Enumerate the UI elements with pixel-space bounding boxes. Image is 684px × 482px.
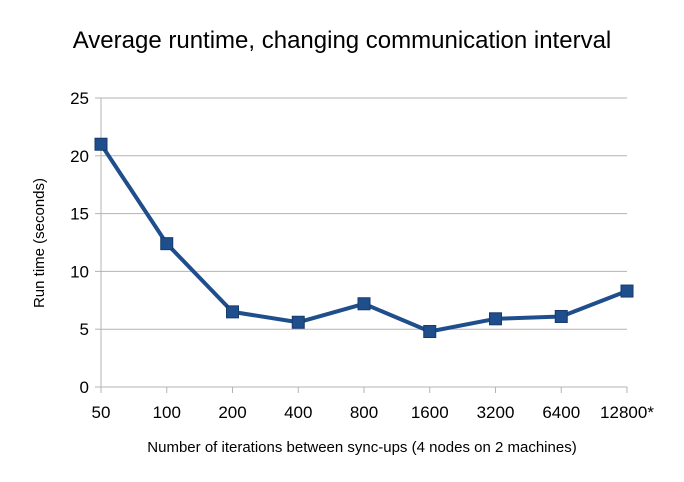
- data-point-marker: [226, 305, 239, 319]
- y-tick-label: 15: [70, 205, 89, 224]
- x-axis-label: Number of iterations between sync-ups (4…: [147, 439, 576, 456]
- y-tick-label: 5: [80, 320, 89, 339]
- y-tick-label: 20: [70, 147, 89, 166]
- x-tick-label: 6400: [542, 403, 580, 422]
- data-point-marker: [291, 315, 305, 329]
- y-tick-label: 0: [80, 378, 89, 397]
- y-tick-labels: 0 5 10 15 20 25: [70, 89, 89, 397]
- x-tick-label: 400: [284, 403, 312, 422]
- data-point-marker: [160, 237, 174, 251]
- x-tick-label: 100: [153, 403, 181, 422]
- x-tick-label: 1600: [411, 403, 449, 422]
- y-tick-label: 10: [70, 262, 89, 281]
- x-tick-label: 3200: [477, 403, 515, 422]
- y-tick-label: 25: [70, 89, 89, 108]
- x-tick-label: 50: [92, 403, 111, 422]
- x-tick-label: 12800*: [600, 403, 654, 422]
- data-point-marker: [423, 325, 437, 339]
- data-point-marker: [489, 312, 502, 326]
- x-tick-labels: 50 100 200 400 800 1600 3200 6400 12800*: [92, 403, 655, 422]
- x-tick-label: 200: [218, 403, 246, 422]
- y-axis-label: Run time (seconds): [31, 178, 48, 308]
- chart-title: Average runtime, changing communication …: [73, 27, 612, 54]
- data-point-marker: [94, 137, 108, 151]
- data-point-marker: [620, 284, 634, 298]
- axes: [95, 97, 628, 393]
- data-point-marker: [357, 297, 371, 311]
- data-point-marker: [554, 309, 568, 323]
- gridlines: [101, 97, 627, 330]
- x-tick-label: 800: [350, 403, 378, 422]
- series-group: [94, 137, 634, 339]
